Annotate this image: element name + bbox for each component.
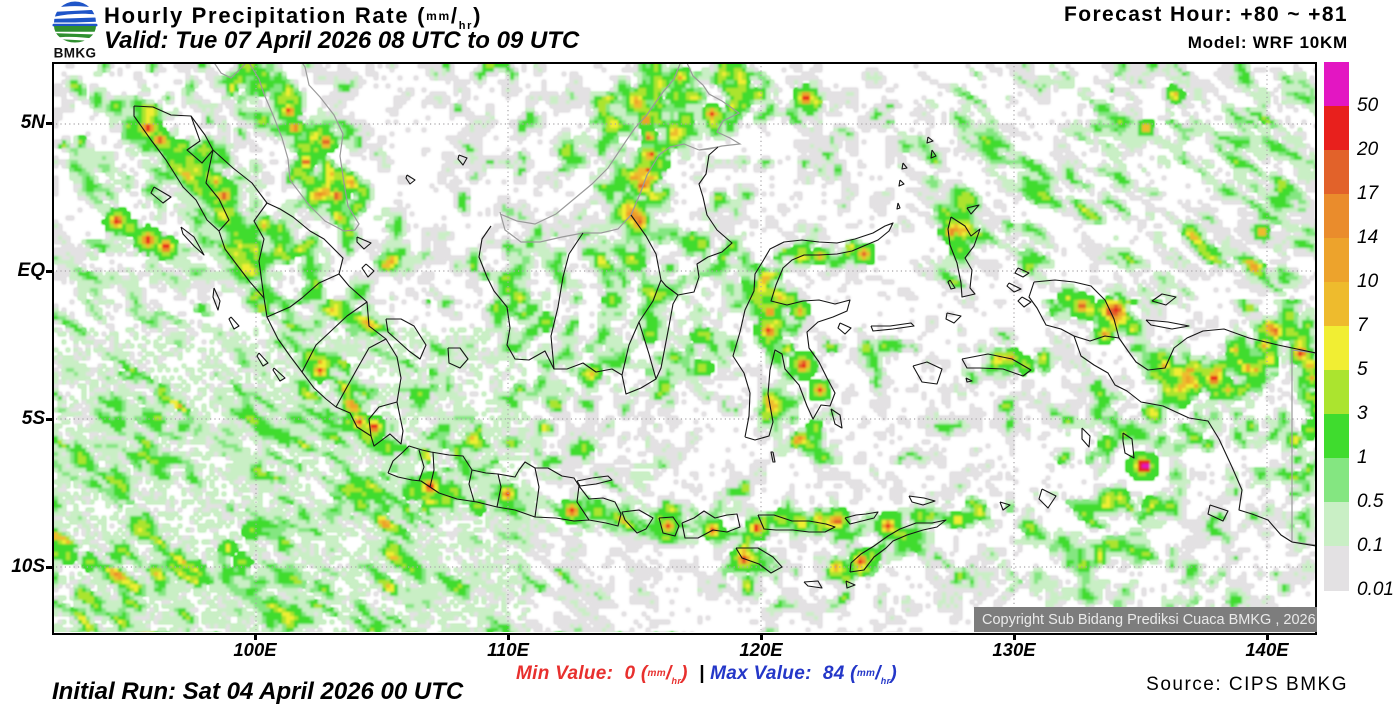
- svg-text:BMKG: BMKG: [54, 46, 97, 61]
